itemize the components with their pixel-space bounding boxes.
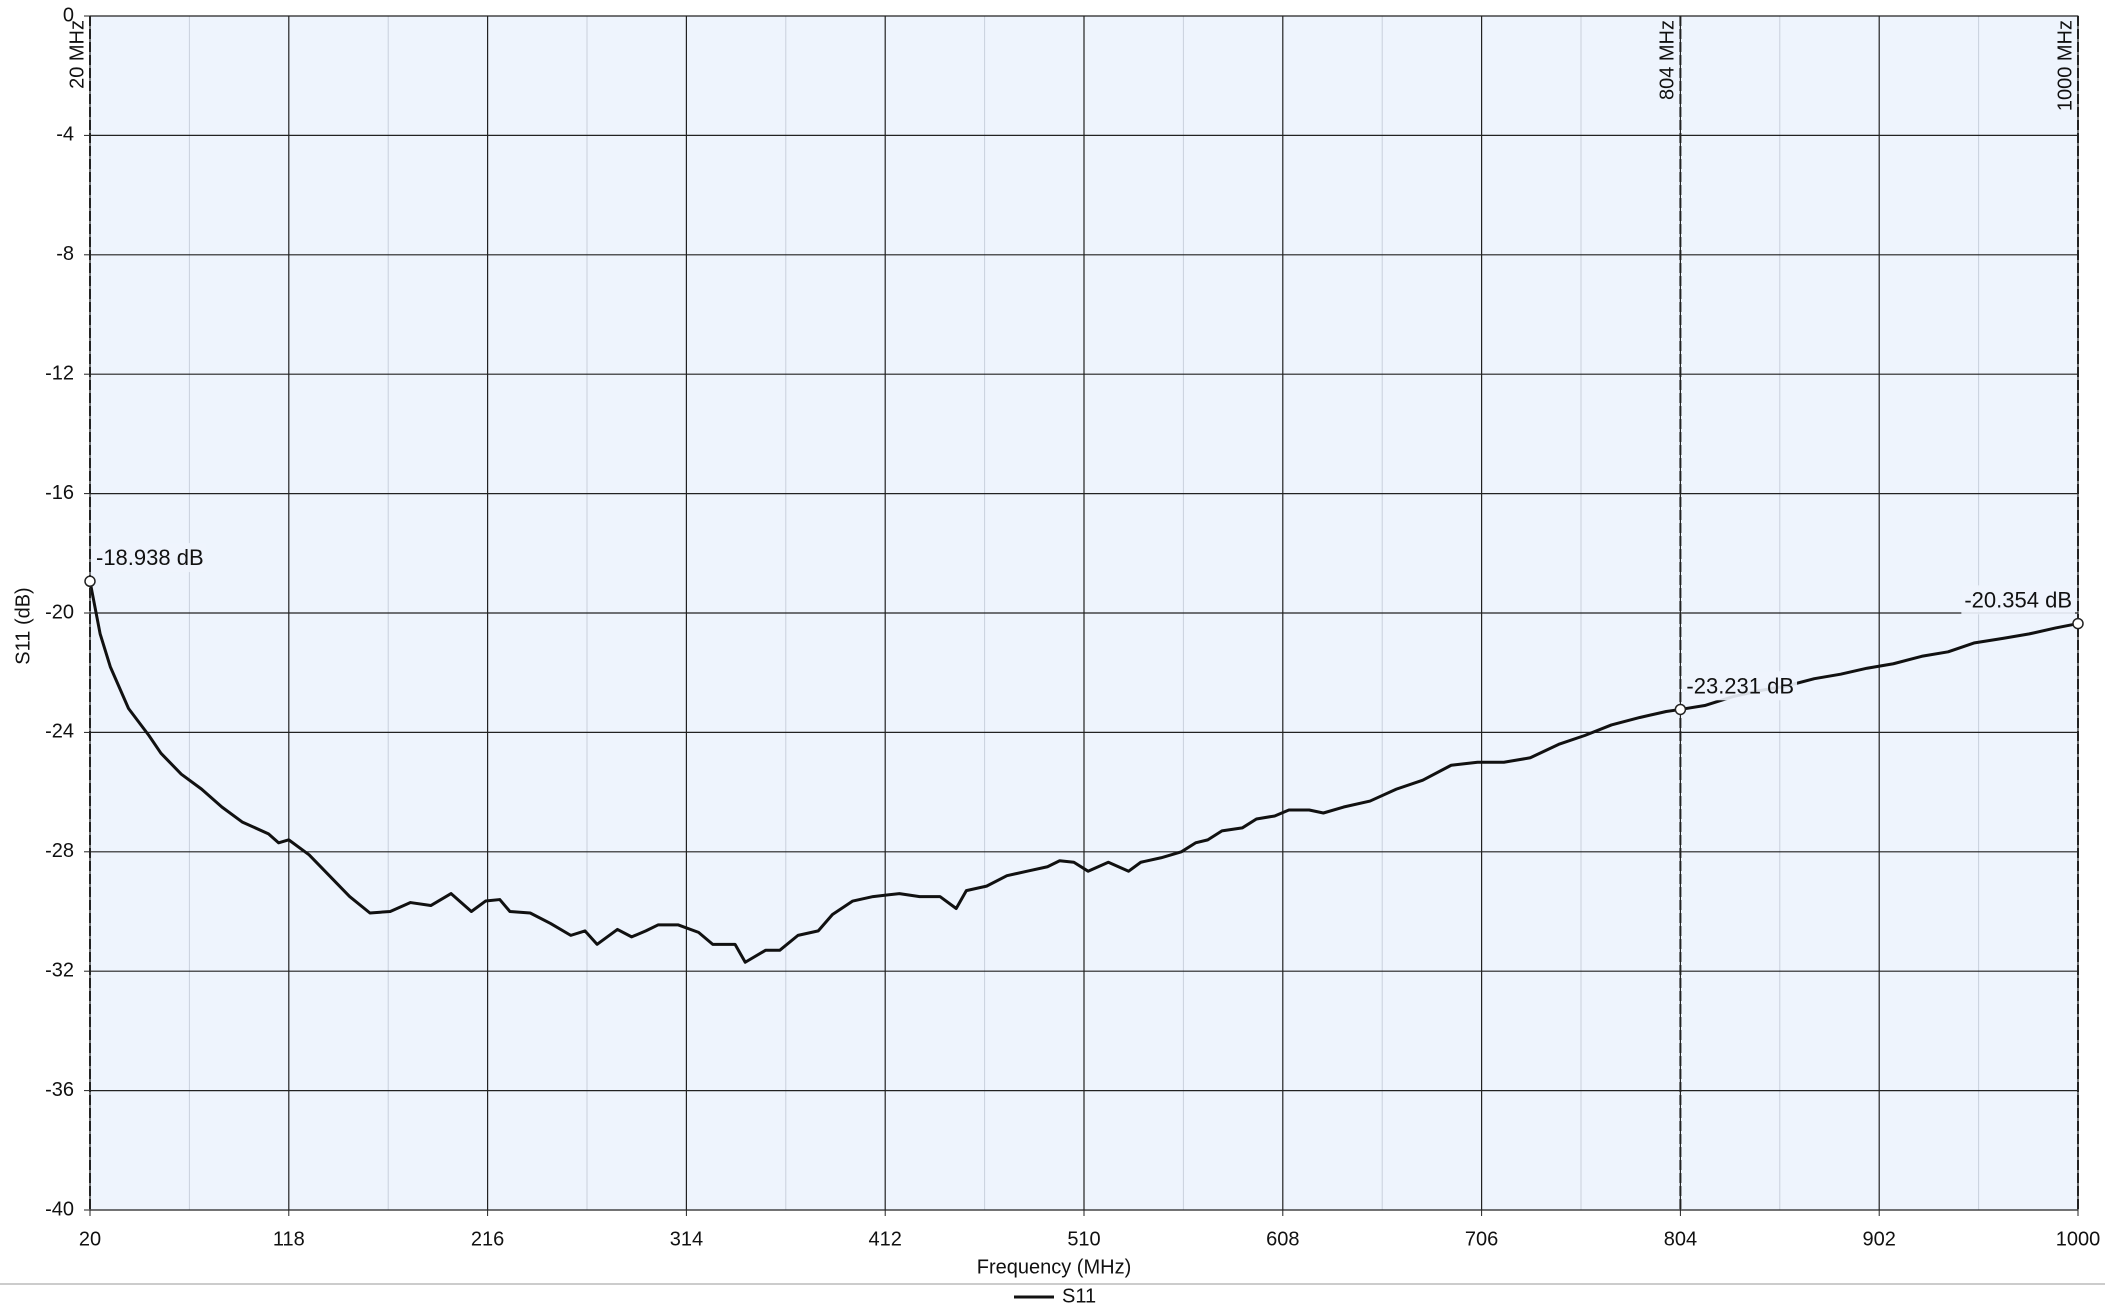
- marker-point: [1674, 703, 1687, 716]
- marker-label: 804 MHz: [1657, 20, 1679, 100]
- x-tick-label: 118: [273, 1228, 305, 1250]
- x-tick-label: 20: [79, 1228, 101, 1250]
- y-tick-label: -4: [56, 124, 74, 146]
- marker-point: [84, 575, 96, 588]
- y-tick-label: -24: [45, 721, 74, 743]
- x-tick-label: 804: [1664, 1228, 1697, 1250]
- marker-label: 20 MHz: [66, 20, 88, 89]
- marker-value-bg: [1961, 585, 2075, 615]
- x-tick-label: 608: [1266, 1228, 1299, 1250]
- y-axis-title: S11 (dB): [12, 587, 34, 664]
- x-tick-label: 412: [869, 1228, 902, 1250]
- y-tick-label: 0: [63, 4, 74, 26]
- y-tick-label: -32: [45, 959, 74, 981]
- marker-label: 1000 MHz: [2054, 20, 2076, 111]
- marker-value-label: -20.354 dB: [1964, 587, 2072, 612]
- marker-value-bg: [93, 543, 207, 573]
- y-tick-label: -28: [45, 840, 74, 862]
- x-tick-label: 216: [471, 1228, 504, 1250]
- marker-value-label: -18.938 dB: [96, 545, 204, 570]
- x-tick-label: 314: [670, 1228, 703, 1250]
- legend-label: S11: [1062, 1285, 1096, 1307]
- y-tick-label: -36: [45, 1079, 74, 1101]
- marker-point: [2072, 617, 2084, 630]
- y-tick-label: -8: [56, 243, 74, 265]
- x-tick-label: 510: [1067, 1228, 1100, 1250]
- y-tick-label: -16: [45, 482, 74, 504]
- x-tick-label: 1000: [2056, 1228, 2101, 1250]
- x-axis-title: Frequency (MHz): [977, 1256, 1131, 1278]
- y-tick-label: -12: [45, 362, 74, 384]
- series-line: [88, 581, 2079, 964]
- marker-value-bg: [1683, 671, 1798, 701]
- x-tick-label: 706: [1465, 1228, 1498, 1250]
- marker-value-label: -23.231 dB: [1686, 673, 1794, 698]
- x-tick-label: 902: [1863, 1228, 1896, 1250]
- y-tick-label: -20: [45, 601, 74, 623]
- y-tick-label: -40: [45, 1198, 74, 1220]
